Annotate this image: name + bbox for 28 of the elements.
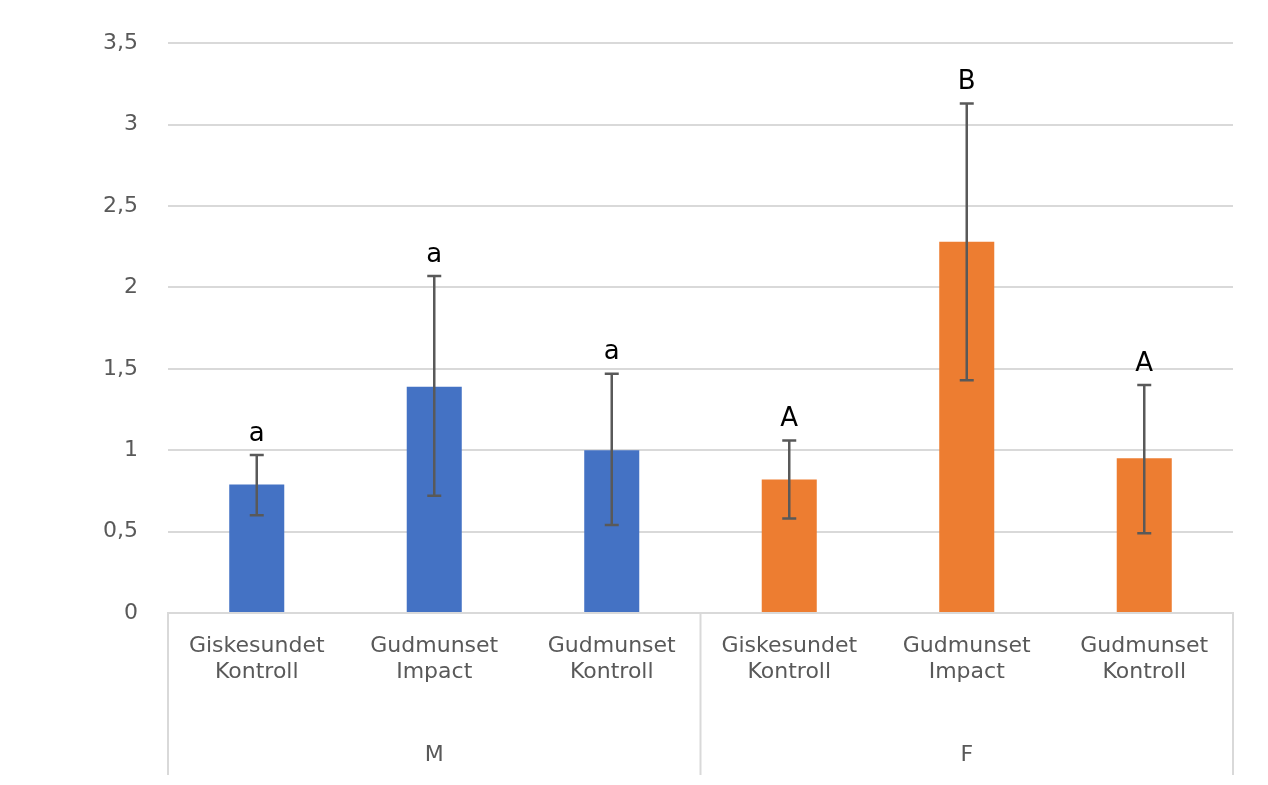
annotation: a	[603, 335, 620, 366]
x-tick-label: Giskesundet Kontroll	[188, 631, 325, 684]
y-tick-label: 1,5	[103, 354, 138, 380]
x-tick-label: Gudmunset Impact	[902, 631, 1032, 684]
y-tick-label: 3,5	[103, 28, 138, 54]
x-tick-label: Gudmunset Kontroll	[547, 631, 677, 684]
annotation: a	[248, 416, 265, 447]
y-tick-label: 2,5	[103, 191, 138, 217]
bar	[939, 241, 995, 612]
y-tick-label: 3	[124, 110, 138, 136]
bar	[406, 386, 462, 612]
text: M	[424, 740, 444, 766]
y-tick-label: 1	[124, 435, 138, 461]
annotation: A	[1135, 346, 1154, 377]
y-tick-label: 2	[124, 273, 138, 299]
annotation: a	[426, 237, 443, 268]
annotation: A	[780, 402, 799, 433]
bar	[761, 479, 817, 612]
bar	[1116, 458, 1172, 612]
y-tick-label: 0,5	[103, 517, 138, 543]
text: F	[960, 740, 974, 766]
y-tick-label: 0	[124, 598, 138, 624]
x-tick-label: Gudmunset Kontroll	[1080, 631, 1209, 684]
bar	[584, 450, 640, 612]
bar	[229, 484, 285, 612]
x-tick-label: Gudmunset Impact	[370, 631, 499, 684]
annotation: B	[957, 65, 976, 96]
x-tick-label: Giskesundet Kontroll	[721, 631, 858, 684]
